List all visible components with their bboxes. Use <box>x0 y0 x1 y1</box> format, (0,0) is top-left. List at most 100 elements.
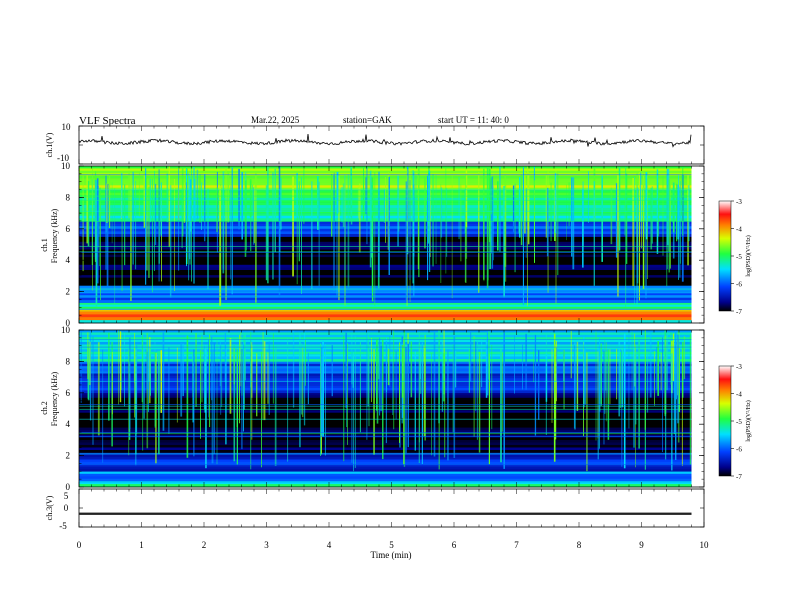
spectrogram-burst <box>89 332 92 421</box>
spectrogram-burst <box>263 341 266 421</box>
spectrogram-burst <box>135 180 137 270</box>
spectrogram-burst <box>617 173 619 298</box>
spectrogram-burst <box>412 170 414 284</box>
spectrogram-burst <box>550 182 552 242</box>
spectrogram-burst <box>638 172 640 301</box>
spectrogram-burst <box>108 332 110 421</box>
spectrogram-burst <box>182 343 184 397</box>
spectrogram-burst <box>679 181 681 264</box>
spectrogram-burst <box>553 333 556 462</box>
ch3-ytick-bottom: -5 <box>59 521 67 531</box>
spectrogram-burst <box>241 172 243 240</box>
spectrogram-burst <box>658 182 660 237</box>
spectrogram-band <box>79 468 692 472</box>
spectrogram-burst <box>256 353 258 417</box>
spectrogram-band <box>79 368 692 372</box>
spectrogram-band <box>79 252 692 255</box>
spectrogram-line <box>79 189 692 191</box>
spectrogram-burst <box>185 182 188 247</box>
spectrogram-line <box>79 380 692 382</box>
spectrogram-burst <box>241 349 243 396</box>
ch1-waveform-frame <box>78 125 705 165</box>
spectrogram-band <box>79 170 692 174</box>
spectrogram-burst <box>97 342 100 436</box>
spectrogram-burst <box>243 335 245 410</box>
spectrogram-burst <box>106 183 108 223</box>
spectrogram-burst <box>635 352 637 425</box>
spectrogram-line <box>79 432 692 433</box>
ch3-ytick-mid: 0 <box>64 503 69 513</box>
spectrogram-burst <box>111 352 113 415</box>
spectrogram-burst <box>646 351 649 413</box>
spectrogram-burst <box>304 339 306 386</box>
spectrogram-burst <box>317 176 319 230</box>
spectrogram-band <box>79 297 692 301</box>
spectrogram-burst <box>176 347 178 423</box>
spectrogram-band <box>79 410 692 413</box>
ch2-colorbar: -3 -4 -5 -6 -7 log(PSD)(V²/Hz) <box>718 363 752 481</box>
spectrogram-burst <box>415 175 417 223</box>
spectrogram-burst <box>514 183 516 273</box>
spectrogram-burst <box>250 331 252 470</box>
spectrogram-burst <box>393 330 395 430</box>
spectrogram-burst <box>491 345 493 430</box>
spectrogram-burst <box>191 167 192 282</box>
spectrogram-burst <box>572 177 575 270</box>
spectrogram-burst <box>154 183 157 245</box>
spectrogram-band <box>79 306 692 310</box>
spectrogram-burst <box>213 342 215 454</box>
spectrogram-burst <box>470 330 472 382</box>
spectrogram-burst <box>503 332 505 469</box>
spectrogram-burst <box>488 331 490 380</box>
spectrogram-band <box>79 378 692 381</box>
spectrogram-band <box>79 351 692 355</box>
spectrogram-line <box>79 252 692 253</box>
spectrogram-burst <box>132 171 134 265</box>
ch1-waveform-ylabel: ch.1(V) <box>45 132 54 157</box>
spectrogram-burst <box>670 332 672 385</box>
spectrogram-band <box>79 412 692 416</box>
spectrogram-burst <box>154 352 156 427</box>
spectrogram-burst <box>92 336 94 445</box>
spectrogram-burst <box>503 186 505 298</box>
ch3-waveform-frame <box>78 488 705 528</box>
spectrogram-burst <box>534 334 537 436</box>
spectrogram-line <box>79 433 692 435</box>
spectrogram-burst <box>376 339 378 411</box>
spectrogram-band <box>79 390 692 394</box>
ytick-label: 10 <box>61 325 71 335</box>
spectrogram-burst <box>389 336 391 388</box>
spectrogram-burst <box>624 189 626 236</box>
spectrogram-band <box>79 257 692 260</box>
spectrogram-burst <box>338 176 340 301</box>
spectrogram-burst <box>524 171 526 234</box>
spectrogram-burst <box>230 185 231 280</box>
spectrogram-burst <box>238 168 240 230</box>
spectrogram-burst <box>654 351 655 406</box>
spectrogram-band <box>79 440 692 443</box>
spectrogram-burst <box>243 342 244 432</box>
spectrogram-burst <box>677 334 679 424</box>
spectrogram-burst <box>216 338 218 465</box>
spectrogram-burst <box>621 346 624 408</box>
spectrogram-burst <box>669 184 671 269</box>
spectrogram-band <box>79 282 692 286</box>
spectrogram-burst <box>121 173 123 219</box>
colorbar-tick-label: -3 <box>736 363 742 371</box>
spectrogram-band <box>79 346 692 350</box>
spectrogram-burst <box>647 172 648 279</box>
xtick-label: 3 <box>264 540 269 550</box>
spectrogram-burst <box>586 352 588 472</box>
spectrogram-burst <box>385 177 386 243</box>
spectrogram-band <box>79 383 692 386</box>
spectrogram-burst <box>233 347 235 385</box>
spectrogram-band <box>79 262 692 266</box>
spectrogram-burst <box>649 331 652 398</box>
spectrogram-band <box>79 380 692 384</box>
spectrogram-burst <box>604 338 606 414</box>
spectrogram-band <box>79 334 692 338</box>
xtick-label: 6 <box>452 540 457 550</box>
spectrogram-burst <box>528 172 530 245</box>
spectrogram-burst <box>460 183 462 262</box>
spectrogram-burst <box>403 330 406 467</box>
